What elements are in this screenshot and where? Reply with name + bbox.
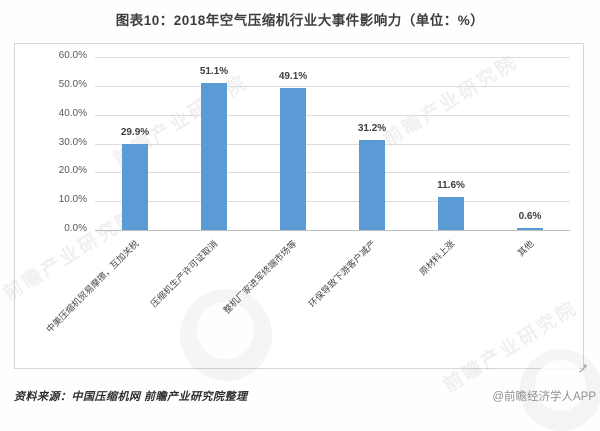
x-axis-category-label: 压缩机生产许可证取消 — [148, 238, 220, 310]
bar-value-label: 49.1% — [278, 71, 308, 82]
y-axis-tick-label: 30.0% — [58, 137, 87, 148]
gridline — [95, 57, 570, 58]
bar-value-label: 0.6% — [518, 211, 542, 222]
credit-note: @前瞻经济学人APP — [492, 391, 596, 403]
y-axis-tick-label: 10.0% — [58, 194, 87, 205]
x-axis-line — [95, 230, 570, 231]
bar-value-label: 51.1% — [199, 66, 229, 77]
source-note: 资料来源：中国压缩机网 前瞻产业研究院整理 — [14, 391, 248, 403]
x-axis-category-label: 整机厂家进军终端市场等 — [221, 238, 299, 316]
x-axis-category-label: 原材料上涨 — [417, 238, 457, 278]
bar — [517, 228, 543, 230]
bar — [438, 197, 464, 230]
bar-value-label: 11.6% — [437, 180, 465, 191]
gridline — [95, 144, 570, 145]
resize-handle-icon — [578, 364, 587, 373]
chart-page: 图表10：2018年空气压缩机行业大事件影响力（单位：%） 前瞻产业研究院 前瞻… — [0, 13, 600, 431]
x-axis-category-label: 环保导致下游客户减产 — [306, 238, 378, 310]
gridline — [95, 115, 570, 116]
watermark-text: 前瞻产业研究院 — [380, 51, 522, 151]
bar — [122, 144, 148, 230]
bar — [201, 83, 227, 230]
y-axis-tick-label: 50.0% — [58, 79, 87, 90]
bar-value-label: 31.2% — [357, 123, 387, 134]
y-axis-tick-label: 40.0% — [58, 108, 87, 119]
chart-title: 图表10：2018年空气压缩机行业大事件影响力（单位：%） — [115, 13, 485, 28]
bar-chart: 前瞻产业研究院 前瞻产业研究院 前瞻产业研究院 前瞻产业研究院 0.0% 10.0… — [0, 43, 600, 431]
watermark-text: 前瞻产业研究院 — [440, 297, 582, 397]
x-axis-category-label: 其他 — [515, 238, 536, 259]
x-axis-category-label: 中美压缩机贸易摩擦，互加关税 — [44, 238, 141, 335]
y-axis-tick-label: 0.0% — [64, 223, 87, 234]
gridline — [95, 201, 570, 202]
y-axis-tick-label: 60.0% — [58, 50, 87, 61]
gridline — [95, 172, 570, 173]
bar — [359, 140, 385, 230]
bar — [280, 88, 306, 230]
y-axis-tick-label: 20.0% — [58, 165, 87, 176]
bar-value-label: 29.9% — [120, 127, 150, 138]
gridline — [95, 86, 570, 87]
